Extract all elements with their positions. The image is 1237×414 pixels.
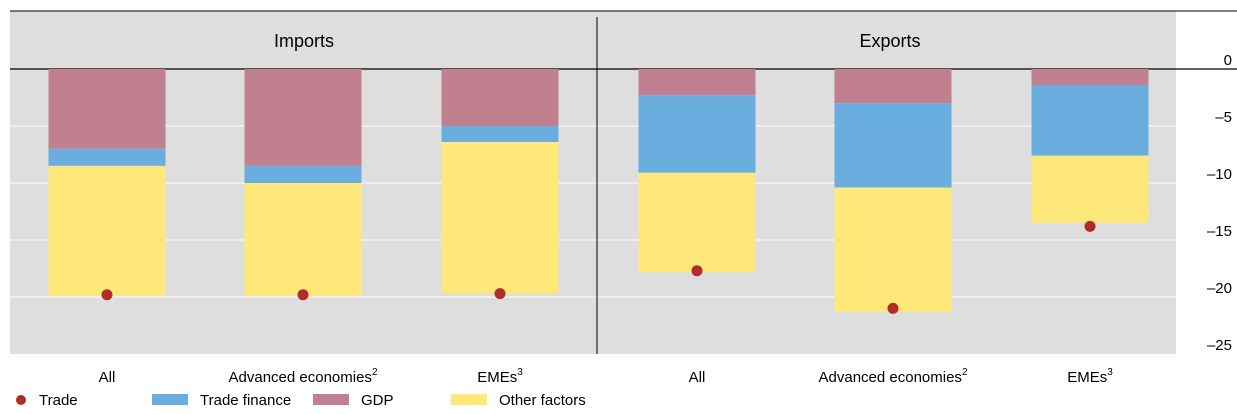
trade-dot [691,265,703,277]
bar-segment-trade-finance [834,103,952,188]
bar-segment-gdp [1031,69,1149,85]
bar-segment-gdp [48,69,166,149]
panel-title: Exports [859,31,920,51]
legend-label: Trade [39,392,78,409]
trade-dot [1084,220,1096,232]
category-label: Advanced economies2 [819,367,968,386]
category-labels: All Advanced economies2 EMEs3 All Advanced e… [99,367,1114,386]
category-label: All [99,369,116,386]
panel-titles: Imports Exports [274,31,921,51]
y-tick-label: –15 [1207,223,1232,240]
bar-segment-other-factors [244,183,362,296]
bar-segment-gdp [244,69,362,166]
bar-segment-trade-finance [441,126,559,142]
trade-dot [494,288,506,300]
category-label: Advanced economies2 [229,367,378,386]
y-tick-label: –25 [1207,337,1232,354]
trade-dot [101,289,113,301]
category-label: EMEs3 [477,367,523,386]
legend-label: Trade finance [200,392,291,409]
bar-stacks [48,69,1149,312]
bar-segment-trade-finance [244,165,362,183]
category-label: All [689,369,706,386]
trade-dot [887,302,899,314]
trade-markers [101,220,1096,314]
legend-label: GDP [361,392,394,409]
legend-swatch-gdp [313,394,349,405]
bar-segment-other-factors [1031,155,1149,223]
bar-segment-other-factors [638,172,756,272]
legend-swatch-other-factors [451,394,487,405]
bar-segment-gdp [834,69,952,104]
y-tick-label: –20 [1207,280,1232,297]
y-tick-label: –5 [1215,109,1232,126]
bar-segment-other-factors [441,141,559,294]
category-label: EMEs3 [1067,367,1113,386]
bar-segment-other-factors [834,187,952,312]
legend-label: Other factors [499,392,586,409]
y-tick-label: –10 [1207,166,1232,183]
legend: Trade Trade finance GDP Other factors [16,392,586,409]
y-axis: 0 –5 –10 –15 –20 –25 [1207,52,1232,354]
bar-segment-trade-finance [48,148,166,166]
bar-segment-trade-finance [638,95,756,173]
bar-segment-gdp [441,69,559,126]
panel-title: Imports [274,31,334,51]
legend-marker-trade [16,395,26,405]
bar-segment-trade-finance [1031,84,1149,156]
bar-segment-other-factors [48,165,166,296]
trade-dot [297,289,309,301]
legend-swatch-trade-finance [152,394,188,405]
bar-segment-gdp [638,69,756,96]
y-tick-label: 0 [1224,52,1232,69]
